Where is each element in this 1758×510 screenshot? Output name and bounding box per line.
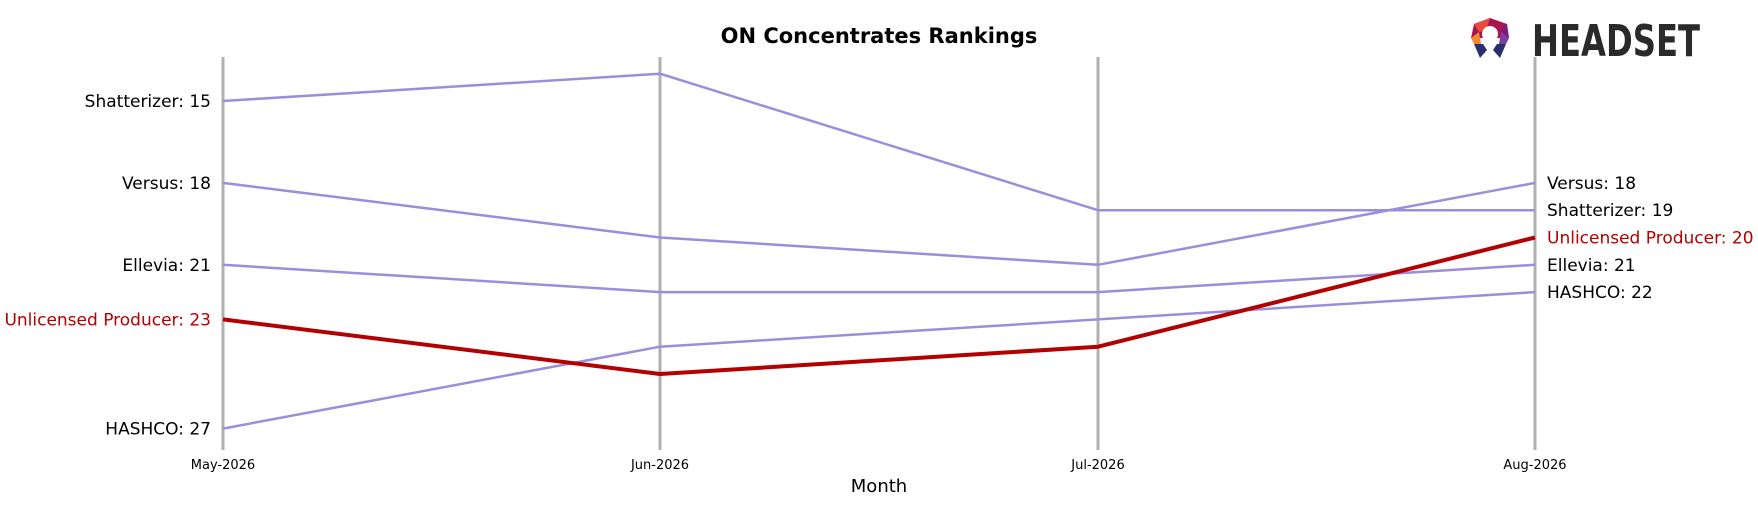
headset-logo-text: HEADSET [1532,16,1700,67]
x-tick-label: Aug-2026 [1503,458,1566,473]
left-label-unlicensed-producer: Unlicensed Producer: 23 [4,310,211,330]
left-label-hashco: HASHCO: 27 [105,420,211,440]
right-label-versus: Versus: 18 [1547,174,1636,194]
chart-title: ON Concentrates Rankings [721,24,1038,48]
x-tick-labels: May-2026 Jun-2026 Jul-2026 Aug-2026 [191,458,1567,473]
x-tick-label: Jun-2026 [630,458,689,473]
series-line-hashco [222,290,1536,430]
series-line-unlicensed-producer [222,235,1536,376]
right-label-shatterizer: Shatterizer: 19 [1547,201,1673,221]
month-axis-lines [221,57,1537,450]
series-labels: Shatterizer: 15 Versus: 18 Ellevia: 21 Unli… [4,92,1753,440]
series-line-ellevia [222,263,1536,294]
x-tick-label: Jul-2026 [1070,458,1124,473]
series-lines [222,72,1536,430]
headset-logo: HEADSET [1471,16,1700,67]
left-label-versus: Versus: 18 [122,174,211,194]
headset-logo-icon [1471,18,1509,58]
right-label-unlicensed-producer: Unlicensed Producer: 20 [1547,229,1754,249]
right-label-ellevia: Ellevia: 21 [1547,256,1636,276]
series-line-versus [222,181,1536,267]
left-label-shatterizer: Shatterizer: 15 [85,92,211,112]
x-tick-label: May-2026 [191,458,255,473]
left-label-ellevia: Ellevia: 21 [122,256,211,276]
x-axis-label: Month [851,476,907,497]
right-label-hashco: HASHCO: 22 [1547,283,1653,303]
series-line-shatterizer [222,72,1535,212]
